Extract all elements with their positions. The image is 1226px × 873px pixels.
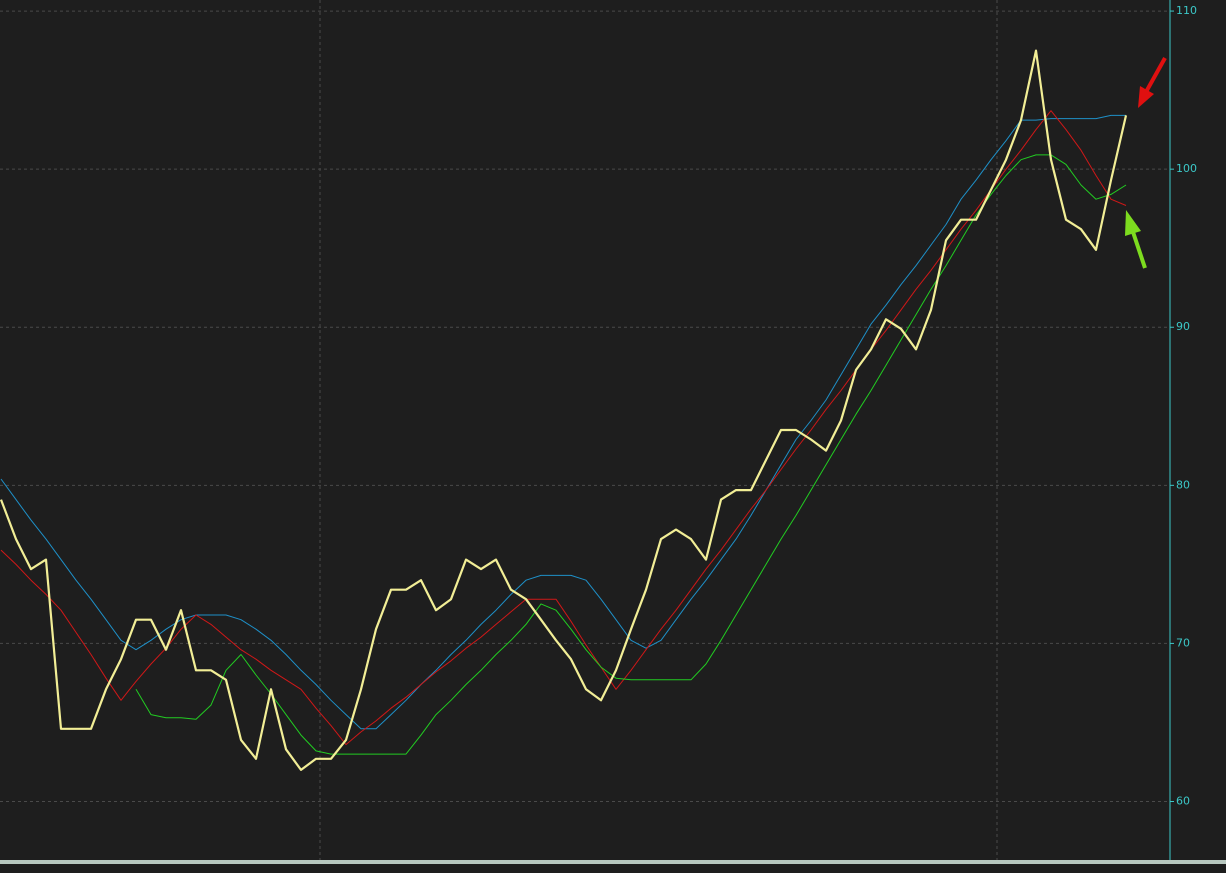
bottom-bar (0, 860, 1226, 864)
plot: 60 70 80 90 100 110 (0, 4, 1197, 808)
y-tick-label: 60 (1176, 795, 1190, 808)
y-tick-label: 110 (1176, 4, 1197, 17)
y-tick-label: 70 (1176, 636, 1190, 649)
y-tick-label: 80 (1176, 478, 1190, 491)
price-line (0, 49, 1128, 771)
y-tick-label: 90 (1176, 320, 1190, 333)
red-arrow (1138, 57, 1167, 108)
green-arrow (1125, 210, 1147, 269)
indicator-line (135, 154, 1127, 755)
indicator-line (0, 114, 1126, 730)
y-tick-label: 100 (1176, 162, 1197, 175)
indicator-line (0, 110, 1127, 746)
